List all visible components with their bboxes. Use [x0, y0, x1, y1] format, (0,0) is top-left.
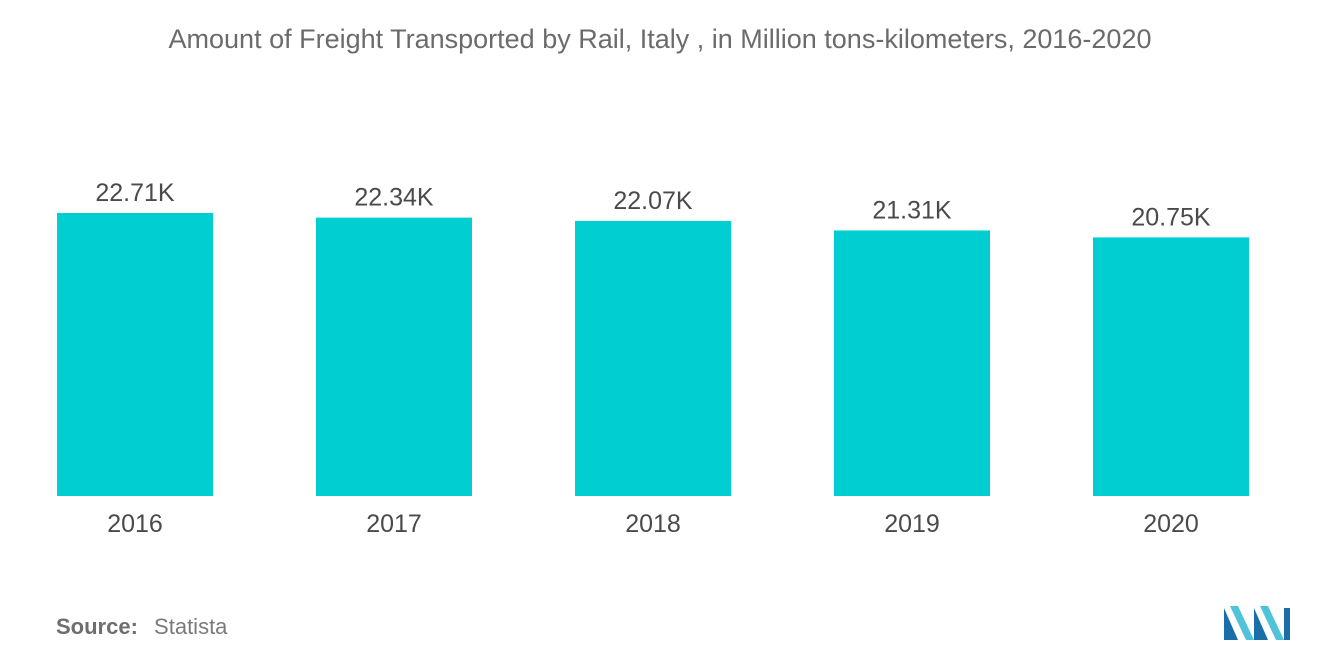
category-label-2018: 2018 — [625, 510, 681, 538]
value-label-2018: 22.07K — [613, 187, 693, 215]
logo-shape-end — [1284, 608, 1290, 640]
source-note: Source: Statista — [56, 614, 227, 640]
bar-2019 — [834, 230, 990, 497]
chart-title: Amount of Freight Transported by Rail, I… — [168, 24, 1152, 54]
value-label-2019: 21.31K — [872, 196, 952, 224]
bar-2016 — [57, 213, 213, 496]
mordor-intelligence-logo-icon — [1224, 606, 1290, 640]
bar-2018 — [575, 220, 731, 496]
bar-2020 — [1093, 237, 1249, 496]
category-label-2019: 2019 — [884, 510, 940, 538]
logo-shape-mid-right — [1254, 608, 1268, 640]
category-label-2016: 2016 — [107, 510, 163, 538]
bar-chart: 22.71K 22.34K 22.07K 21.31K 20.75K 2016 2017 2… — [57, 179, 1249, 538]
category-label-2020: 2020 — [1143, 510, 1199, 538]
value-label-2020: 20.75K — [1131, 203, 1211, 231]
logo-shape-right — [1260, 606, 1284, 640]
source-label: Source: — [56, 614, 138, 639]
source-value: Statista — [154, 614, 228, 639]
value-label-2017: 22.34K — [354, 184, 434, 212]
value-labels-group: 22.71K 22.34K 22.07K 21.31K 20.75K — [95, 179, 1211, 231]
category-label-2017: 2017 — [366, 510, 422, 538]
bars-group — [57, 213, 1249, 497]
logo-shape-mid-left — [1230, 606, 1254, 640]
category-labels-group: 2016 2017 2018 2019 2020 — [107, 510, 1199, 538]
logo-shape-left — [1224, 608, 1238, 640]
value-label-2016: 22.71K — [95, 179, 175, 207]
bar-2017 — [316, 217, 472, 496]
